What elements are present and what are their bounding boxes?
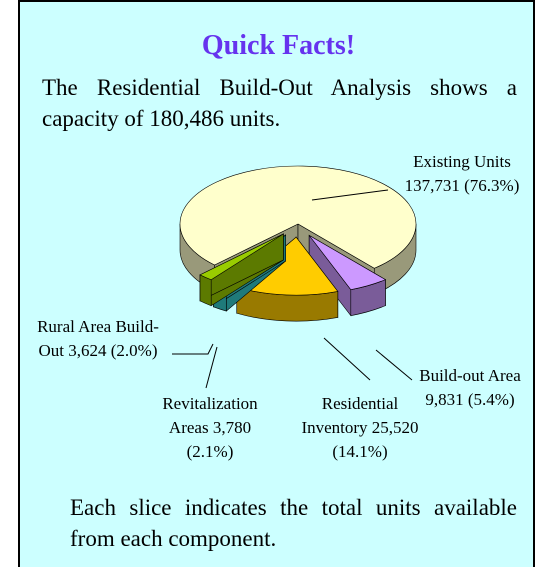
slice-label: Residential Inventory 25,520 (14.1%) xyxy=(301,392,419,464)
slice xyxy=(199,233,284,281)
slice xyxy=(308,235,387,290)
label-category: Existing Units xyxy=(413,152,511,171)
leader-line xyxy=(311,189,389,201)
leader-line xyxy=(323,337,371,381)
slice-label: Revitalization Areas 3,780 (2.1%) xyxy=(147,392,273,464)
slice-side xyxy=(199,274,212,307)
label-category: Residential Inventory xyxy=(301,394,399,437)
slice xyxy=(179,165,417,269)
label-value: 3,624 xyxy=(68,341,107,360)
label-category: Revitalization Areas xyxy=(162,394,258,437)
label-percent: (5.4%) xyxy=(467,390,515,409)
label-value: 137,731 xyxy=(404,176,460,195)
slice-label: Rural Area Build-Out 3,624 (2.0%) xyxy=(32,315,164,363)
label-percent: (76.3%) xyxy=(464,176,520,195)
label-value: 3,780 xyxy=(212,418,252,437)
title: Quick Facts! xyxy=(201,30,356,61)
slice-label: Existing Units 137,731 (76.3%) xyxy=(392,150,532,198)
label-percent: (2.1%) xyxy=(186,442,234,461)
label-percent: (2.0%) xyxy=(110,341,158,360)
label-category: Build-out Area xyxy=(419,366,521,385)
label-category: Rural Area Build-Out xyxy=(37,317,159,360)
quick-facts-panel: Quick Facts! The Residential Build-Out A… xyxy=(18,0,535,567)
leader-line xyxy=(375,349,413,381)
label-value: 25,520 xyxy=(371,418,419,437)
pie-chart xyxy=(172,165,417,389)
label-value: 9,831 xyxy=(425,390,464,409)
label-percent: (14.1%) xyxy=(332,442,388,461)
leader-line xyxy=(205,346,218,389)
slice-label: Build-out Area 9,831 (5.4%) xyxy=(400,364,540,412)
intro-text: The Residential Build-Out Analysis shows… xyxy=(42,75,517,131)
leader-line xyxy=(172,343,214,355)
footer-text: Each slice indicates the total units ava… xyxy=(70,495,517,551)
